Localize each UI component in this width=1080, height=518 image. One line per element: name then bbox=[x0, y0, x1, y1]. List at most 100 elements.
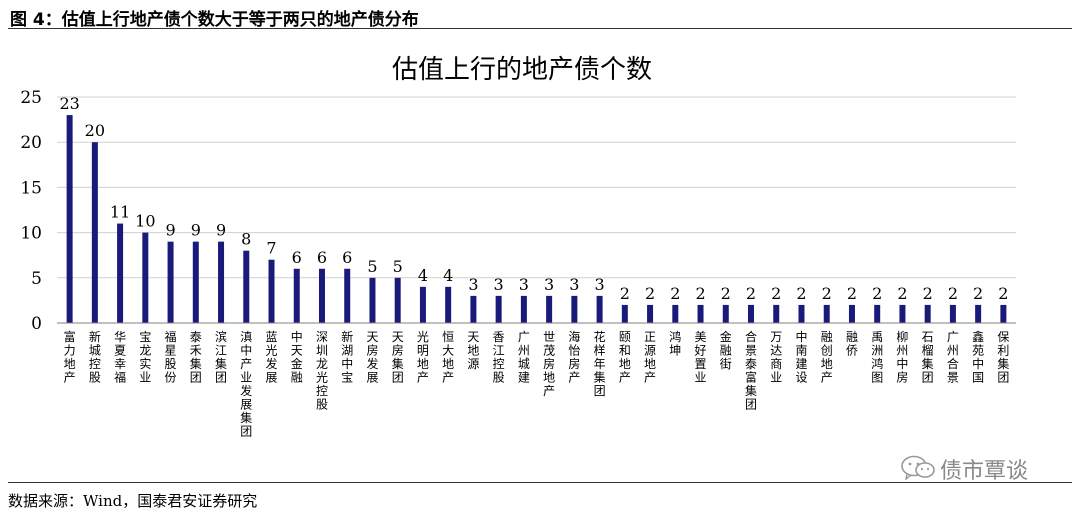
data-label: 11 bbox=[110, 203, 130, 222]
x-tick-label: 泰禾集团 bbox=[190, 330, 202, 385]
bar bbox=[773, 304, 780, 323]
bar bbox=[394, 277, 401, 323]
bar bbox=[419, 286, 426, 323]
bar bbox=[117, 223, 124, 323]
x-tick-label: 中天金融 bbox=[291, 329, 303, 385]
bar bbox=[672, 304, 679, 323]
y-tick-label: 25 bbox=[20, 88, 42, 108]
x-tick-label: 富力地产 bbox=[64, 329, 76, 385]
data-label: 3 bbox=[494, 275, 504, 294]
bar bbox=[243, 250, 250, 323]
x-tick-label: 广州合景 bbox=[947, 330, 959, 385]
y-tick-label: 0 bbox=[31, 314, 42, 334]
bar bbox=[748, 304, 755, 323]
x-tick-label: 香江控股 bbox=[493, 330, 505, 385]
data-label: 3 bbox=[519, 275, 529, 294]
bar bbox=[218, 241, 225, 323]
data-label: 2 bbox=[771, 284, 781, 303]
x-tick-label: 宝龙实业 bbox=[139, 330, 151, 385]
data-label: 3 bbox=[468, 275, 478, 294]
bar bbox=[167, 241, 174, 323]
bar bbox=[369, 277, 376, 323]
bar bbox=[874, 304, 881, 323]
data-label: 10 bbox=[135, 212, 155, 231]
x-tick-label: 石榴集团 bbox=[922, 330, 934, 385]
chart-title: 估值上行的地产债个数 bbox=[392, 55, 652, 85]
x-tick-label: 海怡房产 bbox=[568, 329, 580, 385]
x-tick-label: 滇中产业发展集团 bbox=[240, 330, 252, 439]
bar bbox=[949, 304, 956, 323]
x-tick-label: 新城控股 bbox=[89, 329, 101, 385]
bar bbox=[445, 286, 452, 323]
data-label: 2 bbox=[847, 284, 857, 303]
bar bbox=[571, 295, 578, 323]
bar bbox=[344, 268, 351, 323]
x-tick-label: 滨江集团 bbox=[215, 329, 227, 385]
x-tick-label: 天房集团 bbox=[392, 330, 404, 385]
y-tick-label: 15 bbox=[20, 178, 42, 198]
data-label: 6 bbox=[292, 248, 302, 267]
x-tick-label: 光明地产 bbox=[417, 330, 429, 385]
figure-header: 图 4：估值上行地产债个数大于等于两只的地产债分布 bbox=[8, 0, 1072, 30]
x-tick-label: 融创地产 bbox=[821, 330, 833, 385]
data-label: 2 bbox=[645, 284, 655, 303]
data-label: 4 bbox=[443, 266, 453, 285]
x-tick-label: 新湖中宝 bbox=[341, 329, 353, 385]
y-tick-label: 5 bbox=[31, 269, 42, 289]
data-label: 3 bbox=[569, 275, 579, 294]
bar bbox=[647, 304, 654, 323]
x-tick-label: 中南建设 bbox=[795, 329, 807, 385]
data-label: 2 bbox=[796, 284, 806, 303]
bar bbox=[495, 295, 502, 323]
data-label: 5 bbox=[393, 257, 403, 276]
data-label: 2 bbox=[721, 284, 731, 303]
data-label: 6 bbox=[317, 248, 327, 267]
bar bbox=[546, 295, 553, 323]
x-tick-label: 金融街 bbox=[720, 329, 732, 371]
bar bbox=[91, 142, 98, 323]
bar bbox=[470, 295, 477, 323]
wechat-icon bbox=[901, 455, 935, 480]
watermark: 债市覃谈 bbox=[896, 452, 1066, 484]
x-tick-label: 福星股份 bbox=[165, 329, 177, 385]
data-label: 3 bbox=[544, 275, 554, 294]
data-label: 4 bbox=[418, 266, 428, 285]
bar bbox=[975, 304, 982, 323]
data-label: 23 bbox=[59, 94, 79, 113]
bar bbox=[596, 295, 603, 323]
source-note: 数据来源：Wind，国泰君安证券研究 bbox=[8, 492, 258, 510]
footer-rule bbox=[8, 482, 1072, 483]
x-tick-label: 鑫苑中国 bbox=[972, 329, 984, 385]
x-tick-label: 柳州中房 bbox=[896, 330, 908, 385]
x-axis-tick-labels: 富力地产 新城控股 华夏幸福 宝龙实业 福星股份 泰禾集团 滨江集团 滇中产业发展集团 蓝光发展… bbox=[64, 329, 1010, 439]
y-tick-label: 10 bbox=[20, 224, 42, 244]
bar bbox=[899, 304, 906, 323]
x-tick-label: 深圳龙光控股 bbox=[316, 330, 328, 412]
bar bbox=[722, 304, 729, 323]
x-tick-label: 华夏幸福 bbox=[114, 330, 126, 385]
data-label: 2 bbox=[923, 284, 933, 303]
bar bbox=[66, 115, 73, 323]
data-label: 2 bbox=[998, 284, 1008, 303]
bar bbox=[318, 268, 325, 323]
data-label: 2 bbox=[746, 284, 756, 303]
data-label: 9 bbox=[165, 221, 175, 240]
data-label: 3 bbox=[594, 275, 604, 294]
x-tick-label: 天房发展 bbox=[366, 330, 378, 385]
data-label: 9 bbox=[191, 221, 201, 240]
header-rule bbox=[8, 28, 1072, 29]
x-tick-label: 融侨 bbox=[846, 330, 858, 358]
y-tick-label: 20 bbox=[20, 133, 42, 153]
data-label: 2 bbox=[670, 284, 680, 303]
bar bbox=[268, 259, 275, 323]
bar bbox=[798, 304, 805, 323]
x-tick-label: 禹洲鸿图 bbox=[871, 330, 883, 385]
bar bbox=[520, 295, 527, 323]
data-label: 2 bbox=[620, 284, 630, 303]
data-label: 8 bbox=[241, 230, 251, 249]
x-tick-label: 正源地产 bbox=[644, 330, 656, 385]
data-label: 2 bbox=[822, 284, 832, 303]
data-label: 2 bbox=[973, 284, 983, 303]
